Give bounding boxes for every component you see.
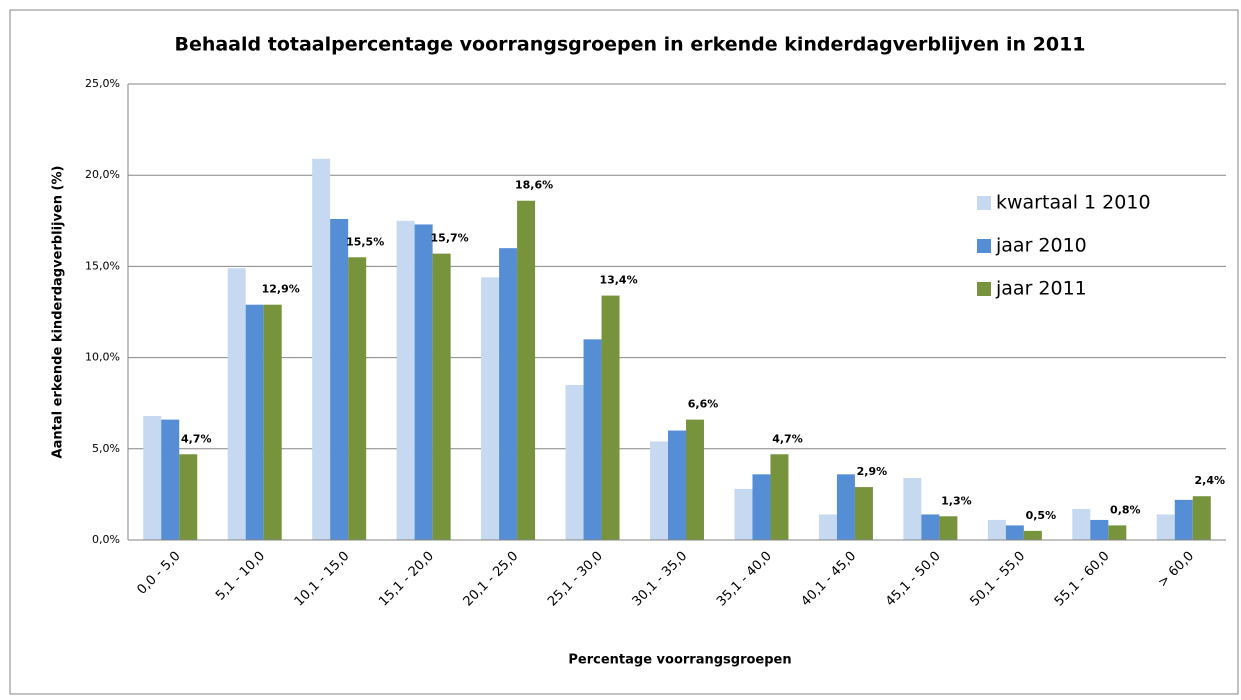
bar xyxy=(517,200,536,540)
bar xyxy=(1108,525,1127,540)
y-tick-label: 20,0% xyxy=(85,168,120,181)
value-label: 12,9% xyxy=(262,283,300,296)
value-label: 2,4% xyxy=(1195,474,1226,487)
bar xyxy=(734,488,753,540)
legend-label: jaar 2011 xyxy=(995,278,1087,300)
value-label: 2,9% xyxy=(857,465,888,478)
value-label: 4,7% xyxy=(181,432,212,445)
bar xyxy=(1023,530,1042,540)
bar xyxy=(245,304,264,540)
value-label: 6,6% xyxy=(688,398,719,411)
bar xyxy=(1090,519,1109,540)
value-label: 13,4% xyxy=(599,274,637,287)
bar xyxy=(1192,496,1211,540)
bar xyxy=(770,454,789,540)
bar xyxy=(1156,514,1175,540)
bar xyxy=(1174,499,1193,540)
bar xyxy=(414,224,433,540)
bar xyxy=(143,415,162,540)
bar xyxy=(1005,525,1024,540)
bar xyxy=(161,419,180,540)
bar xyxy=(432,253,451,540)
bar xyxy=(987,519,1006,540)
bar xyxy=(921,514,940,540)
value-label: 15,7% xyxy=(431,232,469,245)
bar xyxy=(179,454,198,540)
y-tick-label: 0,0% xyxy=(92,533,120,546)
legend-label: kwartaal 1 2010 xyxy=(996,192,1151,214)
y-tick-label: 25,0% xyxy=(85,77,120,90)
value-label: 15,5% xyxy=(346,235,384,248)
legend-swatch xyxy=(977,282,991,296)
bar xyxy=(1072,508,1091,540)
bar xyxy=(686,419,704,540)
value-label: 0,5% xyxy=(1026,509,1057,522)
bar xyxy=(650,441,668,540)
bar xyxy=(348,257,367,540)
x-axis-label: Percentage voorrangsgroepen xyxy=(568,653,791,668)
chart-border xyxy=(9,9,1239,695)
bar xyxy=(583,339,602,540)
value-label: 4,7% xyxy=(772,432,803,445)
bar xyxy=(668,430,686,540)
bar xyxy=(263,304,282,540)
bar xyxy=(481,277,500,540)
y-tick-label: 10,0% xyxy=(85,351,120,364)
bar xyxy=(330,218,349,540)
y-tick-label: 15,0% xyxy=(85,259,120,272)
value-label: 0,8% xyxy=(1110,503,1141,516)
bar xyxy=(499,248,518,540)
bar xyxy=(565,384,584,540)
bar xyxy=(312,158,331,540)
bar xyxy=(818,514,837,540)
bar xyxy=(836,474,855,540)
bar xyxy=(601,295,620,540)
legend-swatch xyxy=(977,239,991,253)
bar xyxy=(752,474,771,540)
bar xyxy=(854,487,873,540)
y-tick-label: 5,0% xyxy=(92,442,120,455)
value-label: 1,3% xyxy=(941,494,972,507)
bar xyxy=(396,220,415,541)
value-label: 18,6% xyxy=(515,179,553,192)
bar xyxy=(939,516,958,540)
bar xyxy=(903,477,922,540)
chart-title: Behaald totaalpercentage voorrangsgroepe… xyxy=(174,34,1085,56)
legend-label: jaar 2010 xyxy=(995,235,1087,257)
legend-swatch xyxy=(977,196,991,210)
y-axis-label: Aantal erkende kinderdagverblijven (%) xyxy=(51,166,66,459)
bar xyxy=(227,268,246,540)
